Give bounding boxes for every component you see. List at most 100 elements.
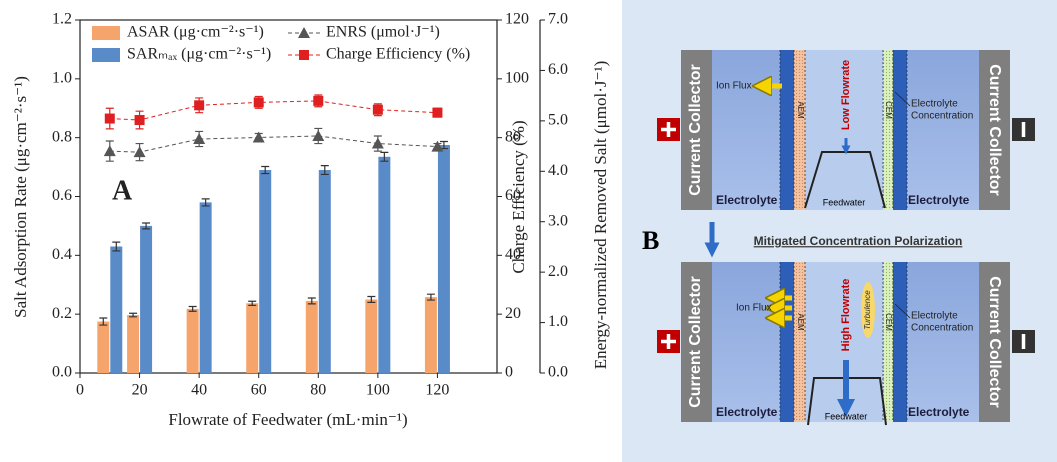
series-line xyxy=(109,135,438,153)
ion-flux-label: Ion Flux xyxy=(716,81,752,92)
cem-label: CEM xyxy=(884,313,893,331)
marker xyxy=(252,131,265,143)
cem-label: CEM xyxy=(884,101,893,119)
bar xyxy=(378,156,391,373)
panel-label: B xyxy=(642,226,659,255)
y3-tick-label: 4.0 xyxy=(548,162,568,179)
aem-label: AEM xyxy=(796,101,805,119)
marker xyxy=(104,113,115,124)
x-axis-title: Flowrate of Feedwater (mL·min⁻¹) xyxy=(168,410,407,429)
marker xyxy=(194,100,205,111)
marker xyxy=(103,145,116,157)
ion-flux-arrows xyxy=(775,298,792,318)
y2-tick-label: 100 xyxy=(505,70,529,87)
electrolyte-label: Electrolyte xyxy=(716,193,778,207)
y3-axis-title: Energy-normalized Removed Salt (μmol·J⁻¹… xyxy=(591,61,610,370)
x-tick-label: 100 xyxy=(366,382,390,399)
legend-label: SARₘₐₓ (μg·cm⁻²·s⁻¹) xyxy=(127,46,271,63)
bar xyxy=(318,170,331,373)
x-tick-label: 80 xyxy=(310,382,326,399)
error-bar xyxy=(261,165,270,175)
bar xyxy=(424,297,437,373)
marker xyxy=(133,146,146,158)
y2-tick-label: 40 xyxy=(505,246,521,263)
marker xyxy=(134,115,145,126)
error-bar xyxy=(367,295,376,303)
marker xyxy=(253,97,264,108)
y-tick-label: 0.8 xyxy=(52,128,72,145)
marker xyxy=(372,104,383,115)
y-tick-label: 1.2 xyxy=(52,11,72,28)
bar xyxy=(199,202,212,373)
legend-marker xyxy=(298,27,310,38)
y2-tick-label: 60 xyxy=(505,187,521,204)
x-tick-label: 60 xyxy=(251,382,267,399)
pointer xyxy=(894,91,911,107)
error-bar xyxy=(307,297,316,305)
bar xyxy=(140,225,153,373)
error-bar xyxy=(201,198,210,207)
bar xyxy=(437,145,450,373)
marker xyxy=(432,107,443,118)
flow-label: Low Flowrate xyxy=(840,60,852,130)
marker xyxy=(313,95,324,106)
error-bar xyxy=(188,305,197,312)
error-bar xyxy=(99,317,108,326)
y3-tick-label: 6.0 xyxy=(548,61,568,78)
x-tick-label: 0 xyxy=(76,382,84,399)
marker xyxy=(431,140,444,152)
collector-label: Current Collector xyxy=(687,64,704,196)
legend-label: Charge Efficiency (%) xyxy=(326,46,470,63)
error-bar xyxy=(248,300,257,306)
turbulence-shape xyxy=(861,282,875,338)
y2-tick-label: 20 xyxy=(505,305,521,322)
x-tick-label: 40 xyxy=(191,382,207,399)
caption: Mitigated Concentration Polarization xyxy=(754,234,963,248)
series-line xyxy=(109,100,438,121)
x-tick-label: 20 xyxy=(132,382,148,399)
legend-marker xyxy=(299,50,309,60)
turbulence-label: Turbulence xyxy=(863,290,872,330)
y3-tick-label: 0.0 xyxy=(548,364,568,381)
legend-label: ASAR (μg·cm⁻²·s⁻¹) xyxy=(127,24,264,41)
y3-tick-label: 2.0 xyxy=(548,263,568,280)
y-tick-label: 1.0 xyxy=(52,70,72,87)
marker xyxy=(193,133,206,145)
bar xyxy=(365,299,378,373)
error-bar xyxy=(320,165,329,176)
chart-a: 0 20 40 60 80 100 120 0.0 0.2 0.4 0.6 0.8 1.0 1.2 0 20 4… xyxy=(11,11,610,429)
electrolyte-label: Electrolyte xyxy=(716,405,778,419)
y-tick-label: 0.2 xyxy=(52,305,72,322)
error-bar xyxy=(142,222,151,230)
marker xyxy=(371,137,384,149)
error-bar xyxy=(426,293,435,301)
ion-flux-label: Ion Flux xyxy=(736,303,772,314)
y3-tick-label: 3.0 xyxy=(548,212,568,229)
concentration-label: Electrolyte xyxy=(911,311,958,322)
collector-label: Current Collector xyxy=(986,276,1003,408)
bar xyxy=(97,321,110,373)
legend-swatch xyxy=(92,26,120,40)
collector-label: Current Collector xyxy=(986,64,1003,196)
marker xyxy=(312,129,325,141)
bar xyxy=(246,303,259,373)
bar xyxy=(186,308,199,373)
concentration-label: Concentration xyxy=(911,111,973,122)
legend-label: ENRS (μmol·J⁻¹) xyxy=(326,24,440,41)
flow-label: High Flowrate xyxy=(840,279,852,352)
pointer xyxy=(894,303,911,319)
y-tick-label: 0.4 xyxy=(52,246,72,263)
electrolyte-label: Electrolyte xyxy=(908,405,970,419)
error-bar xyxy=(129,312,138,318)
y2-axis-title: Charge Efficiency (%) xyxy=(509,120,528,273)
bar xyxy=(305,300,318,373)
bar xyxy=(110,246,123,373)
plot: 0 20 40 60 80 100 120 0.0 0.2 0.4 0.6 0.8 1.0 1.2 0 20 4… xyxy=(52,11,568,399)
feedwater-label: Feedwater xyxy=(825,411,868,421)
collector-label: Current Collector xyxy=(687,276,704,408)
diagram-b: Current Collector Current Collector Elec… xyxy=(622,0,1057,462)
legend-swatch xyxy=(92,48,120,62)
y3-tick-label: 5.0 xyxy=(548,112,568,129)
concentration-label: Electrolyte xyxy=(911,99,958,110)
concentration-label: Concentration xyxy=(911,323,973,334)
